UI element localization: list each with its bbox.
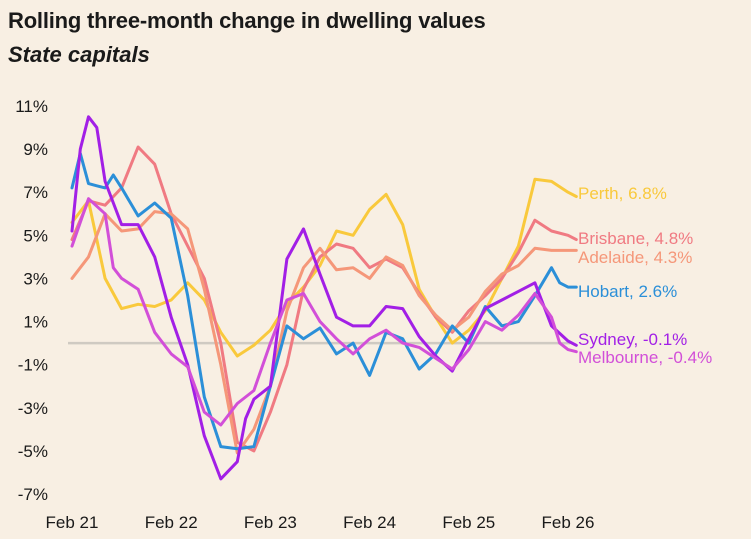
y-tick-label: -1% — [18, 356, 48, 375]
x-tick-label: Feb 23 — [244, 513, 297, 532]
x-tick-label: Feb 26 — [542, 513, 595, 532]
y-tick-label: 5% — [23, 226, 48, 245]
series-lines — [70, 115, 578, 481]
x-tick-label: Feb 25 — [442, 513, 495, 532]
y-tick-label: -5% — [18, 442, 48, 461]
x-tick-label: Feb 22 — [145, 513, 198, 532]
end-label-perth: Perth, 6.8% — [578, 184, 667, 203]
series-line-melbourne — [70, 197, 578, 427]
series-line-brisbane — [70, 145, 578, 453]
x-tick-label: Feb 24 — [343, 513, 396, 532]
chart-subtitle: State capitals — [8, 42, 150, 67]
series-line-adelaide — [70, 210, 578, 455]
end-labels: Perth, 6.8% Brisbane, 4.8%Adelaide, 4.3% H… — [578, 184, 712, 367]
y-tick-label: 1% — [23, 313, 48, 332]
chart-title: Rolling three-month change in dwelling v… — [8, 8, 486, 33]
y-axis: 11% 9% 7% 5% 3% 1% -1% -3% -5% -7% — [15, 97, 48, 504]
x-tick-label: Feb 21 — [46, 513, 99, 532]
series-line-hobart — [70, 151, 578, 451]
end-label-brisbane: Brisbane, 4.8% — [578, 229, 693, 248]
y-tick-label: -7% — [18, 485, 48, 504]
series-line-sydney — [70, 115, 578, 481]
y-tick-label: 9% — [23, 140, 48, 159]
y-tick-label: 7% — [23, 183, 48, 202]
end-label-sydney: Sydney, -0.1% — [578, 330, 687, 349]
y-tick-label: 11% — [15, 97, 48, 116]
end-label-hobart: Hobart, 2.6% — [578, 282, 677, 301]
end-label-melbourne: Melbourne, -0.4% — [578, 348, 712, 367]
y-tick-label: -3% — [18, 399, 48, 418]
end-label-adelaide: Adelaide, 4.3% — [578, 248, 692, 267]
y-tick-label: 3% — [23, 269, 48, 288]
series-line-perth — [70, 177, 578, 358]
x-axis: Feb 21 Feb 22 Feb 23 Feb 24 Feb 25 Feb 26 — [46, 513, 595, 532]
